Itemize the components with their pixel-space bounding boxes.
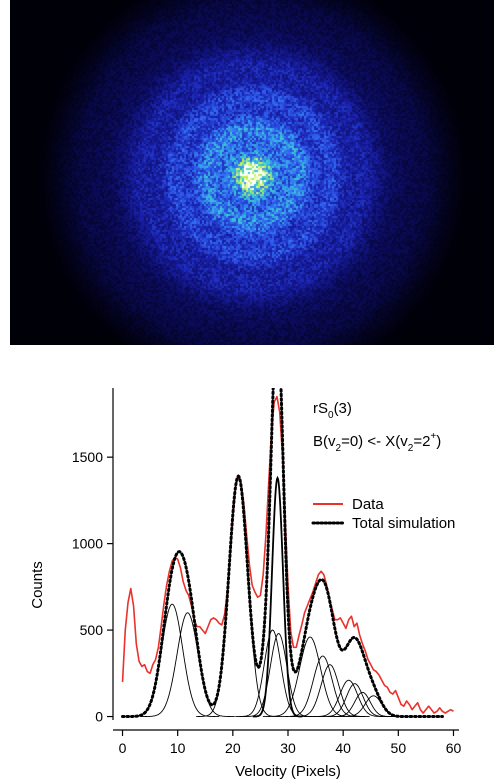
- component-peak: [140, 612, 235, 717]
- velocity-map-image: [10, 0, 494, 345]
- x-tick-label: 50: [391, 740, 407, 756]
- velocity-map-panel: [10, 0, 494, 345]
- chart-axes: [112, 388, 459, 731]
- component-peak: [252, 475, 303, 718]
- legend-data-label: Data: [352, 496, 384, 513]
- legend-simulation-label: Total simulation: [352, 515, 455, 532]
- x-tick-label: 20: [225, 740, 241, 756]
- chart-legend: Data Total simulation: [311, 496, 455, 532]
- component-peak: [290, 664, 370, 717]
- x-tick-label: 30: [280, 740, 296, 756]
- x-tick-label: 40: [335, 740, 351, 756]
- annotation-line-2: B(v2=0) <- X(v2=2+): [313, 431, 441, 454]
- x-tick-label: 10: [170, 740, 186, 756]
- counts-vs-velocity-chart: 0 500 1000 1500 0 10 20 30 40 50 60 Counts Velocit…: [29, 388, 462, 780]
- y-tick-label: 1000: [72, 536, 103, 552]
- y-axis-title: Counts: [29, 561, 46, 609]
- annotation-line-1: rS0(3): [313, 400, 352, 421]
- x-axis-title: Velocity (Pixels): [235, 763, 341, 780]
- x-tick-label: 0: [119, 740, 127, 756]
- y-tick-label: 0: [95, 709, 103, 725]
- x-tick-label: 60: [446, 740, 462, 756]
- total-simulation-line: [121, 388, 444, 719]
- y-tick-label: 1500: [72, 449, 103, 465]
- total-simulation-series: [121, 388, 444, 719]
- chart-ticks: 0 500 1000 1500 0 10 20 30 40 50 60: [72, 449, 462, 756]
- y-tick-label: 500: [80, 622, 104, 638]
